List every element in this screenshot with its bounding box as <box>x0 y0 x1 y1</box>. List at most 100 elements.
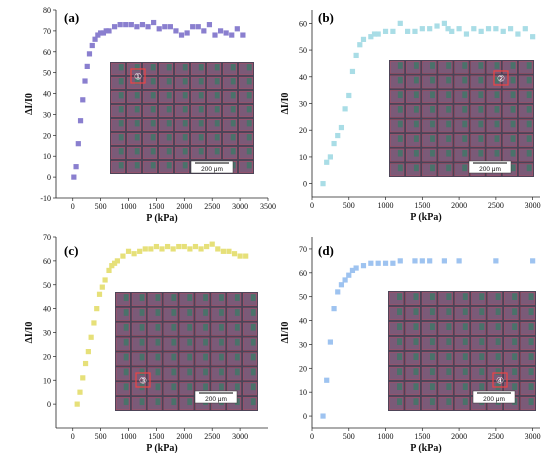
inset-electrode <box>397 293 402 300</box>
x-tick-label: 2000 <box>176 202 192 211</box>
y-tick-label: 70 <box>43 27 51 36</box>
inset-cell <box>222 146 238 160</box>
data-point <box>346 272 352 278</box>
inset-electrode <box>462 323 468 330</box>
inset-electrode <box>182 162 188 169</box>
inset-electrode <box>166 148 172 155</box>
data-point <box>178 32 185 38</box>
inset-electrode <box>234 309 240 316</box>
data-point <box>405 28 411 34</box>
inset-electrode <box>397 398 402 405</box>
inset-cell <box>238 62 254 76</box>
data-point <box>231 251 238 257</box>
inset-electrode <box>495 353 501 360</box>
inset-cell <box>126 118 142 132</box>
inset-electrode <box>250 353 256 361</box>
inset-cell <box>174 62 190 76</box>
data-point <box>441 20 447 26</box>
data-point <box>134 24 140 30</box>
inset-electrode <box>139 398 145 406</box>
y-tick-label: 50 <box>43 69 51 78</box>
data-point <box>382 260 389 266</box>
inset-electrode <box>166 134 172 141</box>
inset-cell <box>126 146 142 160</box>
inset-marker-box <box>492 372 508 388</box>
inset-electrode <box>203 294 208 301</box>
inset-marker-label: ① <box>134 73 142 83</box>
data-point <box>240 32 246 38</box>
data-point <box>187 246 193 252</box>
inset-electrode <box>214 120 220 127</box>
inset-electrode <box>214 92 220 99</box>
data-point <box>419 26 425 32</box>
data-point <box>220 248 226 254</box>
inset-electrode <box>413 383 419 390</box>
inset-electrode <box>123 323 129 331</box>
inset-electrode <box>512 383 518 390</box>
inset-cell <box>158 146 174 160</box>
inset-electrode <box>182 64 188 71</box>
inset-electrode <box>246 148 252 155</box>
inset-electrode <box>510 164 516 172</box>
inset-electrode <box>479 353 485 360</box>
data-point <box>390 260 396 266</box>
data-point <box>181 243 187 250</box>
inset-electrode <box>446 368 452 375</box>
inset-electrode <box>478 106 484 113</box>
data-point <box>114 258 120 264</box>
inset-electrode <box>462 398 468 405</box>
inset-electrode <box>230 78 236 85</box>
data-point <box>320 181 326 187</box>
inset-electrode <box>139 368 145 376</box>
data-point <box>173 28 179 34</box>
data-point <box>335 132 341 139</box>
inset-electrode <box>512 293 518 300</box>
inset-electrode <box>526 62 532 69</box>
inset-electrode <box>462 149 468 157</box>
inset-electrode <box>139 353 145 361</box>
data-point <box>353 52 359 59</box>
inset-electrode <box>494 149 500 157</box>
data-point <box>338 124 345 131</box>
y-tick-label: 60 <box>43 257 51 266</box>
y-tick-label: 50 <box>43 281 51 290</box>
x-tick-label: 2000 <box>451 201 467 210</box>
inset-electrode <box>429 353 435 360</box>
inset-electrode <box>495 338 501 345</box>
inset-cell <box>110 90 126 104</box>
inset-cell <box>190 104 206 118</box>
x-tick-label: 2500 <box>204 432 220 441</box>
y-tick-label: 60 <box>43 48 51 57</box>
data-point <box>131 251 137 257</box>
data-point <box>209 241 215 247</box>
inset-electrode <box>446 62 452 69</box>
inset-electrode <box>250 383 256 391</box>
inset-electrode <box>250 309 256 316</box>
inset-marker-label: ④ <box>496 377 504 387</box>
inset-electrode <box>462 164 468 172</box>
inset-electrode <box>234 368 240 376</box>
data-point <box>148 246 154 252</box>
data-point <box>234 26 240 32</box>
inset-electrode <box>134 106 140 113</box>
data-point <box>215 246 221 252</box>
x-tick-label: 1000 <box>378 432 394 441</box>
data-point <box>427 258 433 264</box>
inset-electrode <box>526 106 532 113</box>
inset-electrode <box>510 91 516 99</box>
data-point <box>100 30 107 36</box>
inset-electrode <box>171 338 177 346</box>
inset-electrode <box>171 383 177 391</box>
y-tick-label: 0 <box>303 180 307 189</box>
inset-electrode <box>528 308 534 315</box>
inset-electrode <box>446 398 452 405</box>
data-point <box>159 246 165 252</box>
inset-electrode <box>526 120 532 128</box>
inset-cell <box>158 76 174 90</box>
x-tick-label: 0 <box>310 201 314 210</box>
inset-electrode <box>413 293 419 300</box>
x-tick-label: 500 <box>95 432 107 441</box>
inset-electrode <box>134 78 140 85</box>
inset-electrode <box>187 398 193 406</box>
inset-electrode <box>118 64 124 71</box>
